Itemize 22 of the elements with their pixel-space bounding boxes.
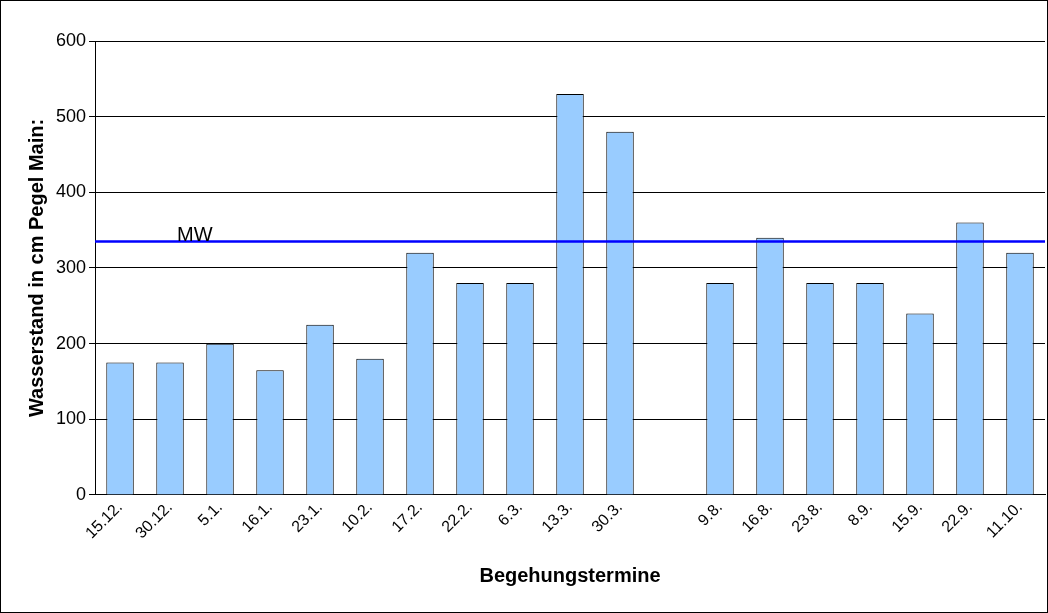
x-tick-label: 17.2. xyxy=(388,497,426,536)
x-tick-label: 9.8. xyxy=(694,497,726,529)
y-tick-label: 300 xyxy=(55,256,87,277)
x-tick-label: 13.3. xyxy=(538,497,576,536)
x-tick-label: 10.2. xyxy=(338,497,376,536)
y-tick-label: 500 xyxy=(55,105,87,126)
x-tick-label: 16.8. xyxy=(738,497,776,536)
y-tick-label: 400 xyxy=(55,181,87,202)
y-tick-label: 600 xyxy=(55,29,87,50)
x-tick-label: 15.9. xyxy=(888,497,926,536)
x-tick-label: 23.1. xyxy=(288,497,326,536)
x-tick-label: 5.1. xyxy=(194,497,226,529)
ref-line-label: MW xyxy=(177,223,213,246)
y-tick-label: 200 xyxy=(55,332,87,353)
x-tick-label: 8.9. xyxy=(844,497,876,529)
y-axis-title: Wasserstand in cm Pegel Main: xyxy=(24,118,47,418)
x-tick-label: 6.3. xyxy=(494,497,526,529)
x-tick-label: 30.3. xyxy=(588,497,626,536)
x-axis-title: Begehungstermine xyxy=(479,563,661,586)
x-tick-label: 16.1. xyxy=(238,497,276,536)
y-tick-label: 100 xyxy=(55,408,87,429)
y-tick-label: 0 xyxy=(76,483,87,504)
